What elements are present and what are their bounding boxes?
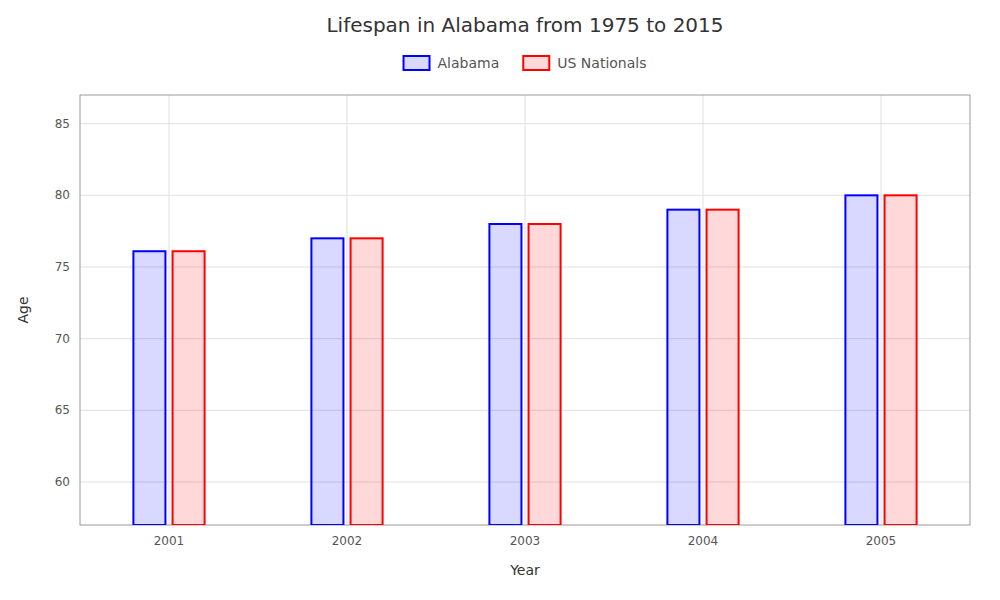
legend-item: US Nationals (523, 55, 646, 71)
bar (489, 224, 521, 525)
y-tick-label: 85 (55, 117, 70, 131)
legend-swatch (523, 56, 549, 70)
y-tick-label: 80 (55, 188, 70, 202)
x-tick-label: 2004 (688, 534, 719, 548)
x-grid-line (703, 95, 704, 525)
x-grid-line (169, 95, 170, 525)
legend-swatch (404, 56, 430, 70)
x-tick-label: 2003 (510, 534, 541, 548)
plot-frame (80, 95, 970, 525)
bar (667, 210, 699, 525)
y-tick-label: 70 (55, 332, 70, 346)
y-axis-label: Age (15, 296, 31, 323)
chart: 60 65 70 75 80 85 2001 2002 2003 2004 2005 Lifespan… (0, 0, 1000, 600)
title: Lifespan in Alabama from 1975 to 2015 (326, 13, 723, 37)
legend-label: Alabama (438, 55, 500, 71)
bar (351, 238, 383, 525)
x-tick-label: 2001 (154, 534, 185, 548)
grid (80, 95, 970, 525)
y-tick-label: 65 (55, 403, 70, 417)
bar (173, 251, 205, 525)
y-tick-label: 60 (55, 475, 70, 489)
chart-container: 60 65 70 75 80 85 2001 2002 2003 2004 2005 Lifespan… (0, 0, 1000, 600)
bar (885, 195, 917, 525)
bar (311, 238, 343, 525)
legend-label: US Nationals (557, 55, 646, 71)
x-grid-line (347, 95, 348, 525)
x-tick-label: 2005 (866, 534, 897, 548)
x-axis-label: Year (509, 562, 540, 578)
x-grid-line (881, 95, 882, 525)
bar (707, 210, 739, 525)
x-grid-line (525, 95, 526, 525)
legend: Alabama US Nationals (404, 55, 647, 71)
y-tick-label: 75 (55, 260, 70, 274)
bars (133, 195, 916, 525)
bar (133, 251, 165, 525)
x-tick-label: 2002 (332, 534, 363, 548)
legend-item: Alabama (404, 55, 500, 71)
bar (529, 224, 561, 525)
bar (845, 195, 877, 525)
